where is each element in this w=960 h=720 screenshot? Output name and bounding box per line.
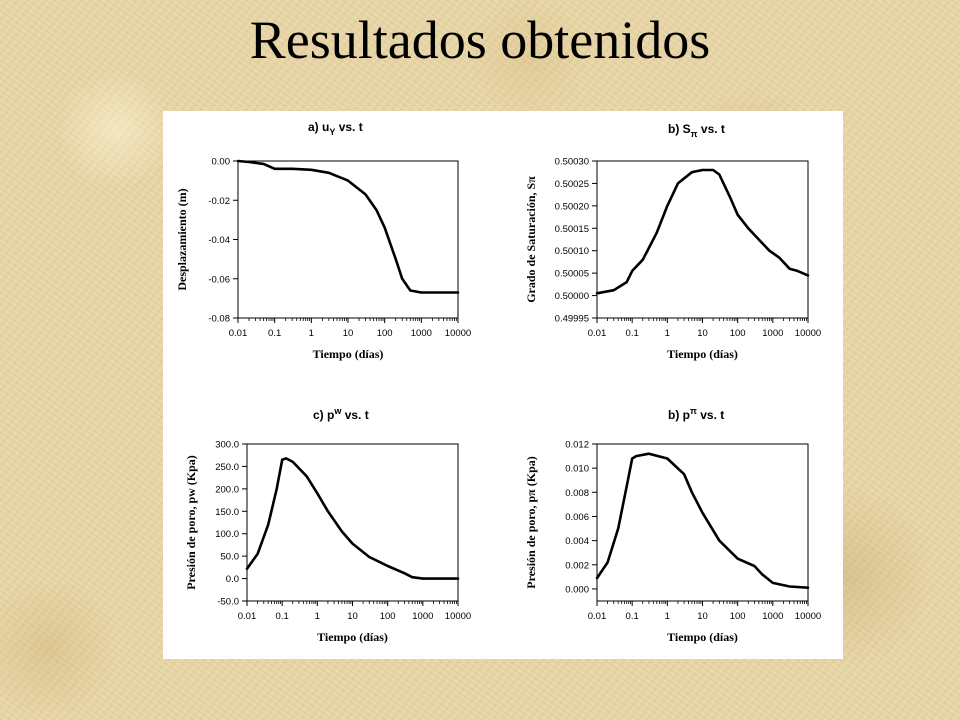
y-tick-label: 0.00 <box>212 157 231 168</box>
y-tick-label: 100.0 <box>215 529 239 540</box>
y-tick-label: 0.50005 <box>555 269 589 280</box>
y-tick-label: 250.0 <box>215 462 239 473</box>
x-tick-label: 0.01 <box>229 328 248 339</box>
y-tick-label: 50.0 <box>221 552 240 563</box>
x-axis-label: Tiempo (días) <box>313 347 384 361</box>
x-tick-label: 10000 <box>445 328 471 339</box>
y-tick-label: 0.008 <box>565 488 589 499</box>
chart-1: 0.01 0.1 1 10 100 1000 10000 0.00 -0.02 -0.04 -0.0… <box>175 120 471 361</box>
charts-figure: 0.01 0.1 1 10 100 1000 100000.00-0.02-0.04-0.0… <box>175 120 821 644</box>
x-tick-label: 10000 <box>795 328 821 339</box>
x-tick-label: 1 <box>665 611 670 622</box>
x-tick-label: 10 <box>347 611 358 622</box>
x-tick-label: 10000 <box>795 611 821 622</box>
y-tick-label: 0.000 <box>565 584 589 595</box>
x-tick-label: 10 <box>343 328 354 339</box>
x-tick-label: 10 <box>697 328 708 339</box>
y-tick-label: 0.002 <box>565 560 589 571</box>
x-tick-label: 0.01 <box>588 611 607 622</box>
y-tick-label: 0.50010 <box>555 246 589 257</box>
y-tick-label: -0.02 <box>208 196 230 207</box>
y-tick-label: -50.0 <box>217 597 239 608</box>
slide-title: Resultados obtenidos <box>249 10 711 70</box>
x-tick-label: 0.1 <box>276 611 289 622</box>
x-tick-label: 0.1 <box>268 328 281 339</box>
y-tick-label: -0.08 <box>208 314 230 325</box>
plot-frame <box>596 443 809 602</box>
x-tick-label: 1 <box>309 328 314 339</box>
y-tick-label: 0.50020 <box>555 201 589 212</box>
x-tick-label: 0.1 <box>626 611 639 622</box>
chart-4: 0.01 0.1 1 10 100 1000 10000 0.012 0.010 0.008 0.0… <box>524 406 821 644</box>
y-tick-label: -0.04 <box>208 235 230 246</box>
figure-panel: 0.01 0.1 1 10 100 1000 10000 0.00 -0.02 -0.04 -0.0… <box>163 111 843 659</box>
x-tick-label: 1000 <box>412 611 433 622</box>
chart-title: b) Sπ vs. t <box>668 122 725 139</box>
x-axis-label: Tiempo (días) <box>317 630 388 644</box>
y-axis-label: Grado de Saturación, Sπ <box>524 176 538 303</box>
y-axis-label: Presión de poro, pw (Kpa) <box>184 455 198 590</box>
chart-2: 0.01 0.1 1 10 100 1000 10000 0.50030 0.50025 0.50… <box>524 122 821 361</box>
x-axis-label: Tiempo (días) <box>667 630 738 644</box>
y-tick-label: 0.012 <box>565 440 589 451</box>
y-tick-label: 0.006 <box>565 512 589 523</box>
x-tick-label: 1000 <box>762 328 783 339</box>
x-tick-label: 0.01 <box>238 611 257 622</box>
series-line <box>595 452 810 589</box>
y-tick-label: 0.50000 <box>555 291 589 302</box>
y-tick-label: 0.004 <box>565 536 589 547</box>
plot-frame <box>237 160 459 319</box>
x-tick-label: 0.1 <box>626 328 639 339</box>
y-tick-label: 200.0 <box>215 484 239 495</box>
x-tick-label: 1000 <box>762 611 783 622</box>
y-tick-label: 0.50015 <box>555 224 589 235</box>
chart-title: b) pπ vs. t <box>668 406 724 422</box>
x-tick-label: 1000 <box>411 328 432 339</box>
chart-title: a) uY vs. t <box>308 120 363 137</box>
y-axis-label: Presión de poro, pπ (Kpa) <box>524 456 538 588</box>
y-tick-label: 150.0 <box>215 507 239 518</box>
y-tick-label: 300.0 <box>215 440 239 451</box>
series-line <box>236 159 460 294</box>
y-tick-label: 0.50025 <box>555 179 589 190</box>
series-line <box>245 457 460 580</box>
plot-frame <box>596 160 809 319</box>
chart-title: c) pw vs. t <box>313 406 369 422</box>
x-tick-label: 100 <box>730 328 746 339</box>
y-tick-label: 0.0 <box>226 574 239 585</box>
y-axis-label: Desplazamiento (m) <box>175 188 189 290</box>
x-tick-label: 0.01 <box>588 328 607 339</box>
series-line <box>595 168 810 295</box>
y-tick-label: 0.49995 <box>555 314 589 325</box>
x-tick-label: 10000 <box>445 611 471 622</box>
x-tick-label: 1 <box>315 611 320 622</box>
y-tick-label: 0.50030 <box>555 157 589 168</box>
x-tick-label: 1 <box>665 328 670 339</box>
y-tick-label: -0.06 <box>208 274 230 285</box>
x-tick-label: 100 <box>730 611 746 622</box>
x-tick-label: 100 <box>380 611 396 622</box>
x-tick-label: 100 <box>377 328 393 339</box>
x-tick-label: 10 <box>697 611 708 622</box>
x-axis-label: Tiempo (días) <box>667 347 738 361</box>
y-tick-label: 0.010 <box>565 464 589 475</box>
chart-3: 0.01 0.1 1 10 100 1000 10000 300.0 250.0 200.0 150… <box>184 406 471 644</box>
